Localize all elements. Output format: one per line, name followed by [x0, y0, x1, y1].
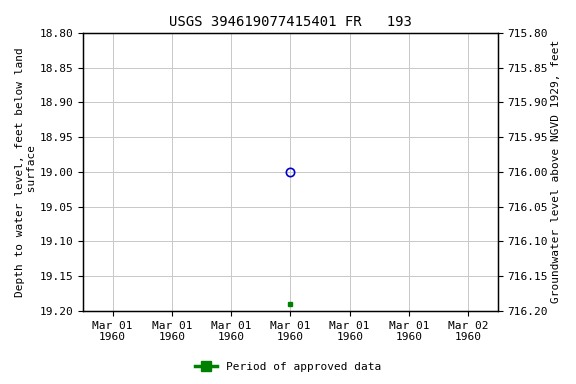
Y-axis label: Groundwater level above NGVD 1929, feet: Groundwater level above NGVD 1929, feet: [551, 40, 561, 303]
Y-axis label: Depth to water level, feet below land
 surface: Depth to water level, feet below land su…: [15, 47, 37, 297]
Legend: Period of approved data: Period of approved data: [191, 358, 385, 377]
Title: USGS 394619077415401 FR   193: USGS 394619077415401 FR 193: [169, 15, 412, 29]
